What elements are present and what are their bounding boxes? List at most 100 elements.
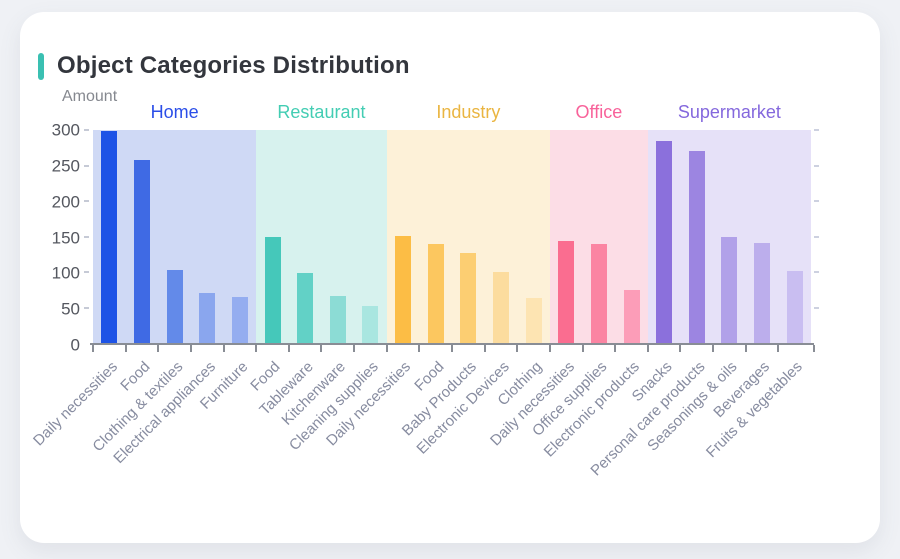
- bar-clothing[interactable]: [525, 298, 542, 343]
- y-tick-label: 100: [51, 263, 80, 283]
- x-slot: Tableware: [256, 345, 322, 513]
- x-slot: Baby Products: [399, 345, 485, 513]
- x-slot: Furniture: [197, 345, 257, 513]
- x-slot: Seasonings & oils: [644, 345, 746, 513]
- bar-slot: [713, 130, 746, 343]
- bar-slot: [550, 130, 583, 343]
- y-tick-mark: [84, 306, 89, 309]
- x-slot: Office supplies: [529, 345, 616, 513]
- x-group-industry: Daily necessities Food Baby Products Electr…: [323, 345, 550, 513]
- bar-slot: [224, 130, 257, 343]
- group-band-industry: Industry: [386, 103, 550, 343]
- x-tick-mark: [189, 345, 192, 352]
- group-label-supermarket: Supermarket: [677, 102, 781, 122]
- y-axis-title: Amount: [62, 88, 118, 105]
- x-tick-mark: [646, 345, 649, 352]
- card-header: Object Categories Distribution: [38, 50, 880, 82]
- bar-slot: [583, 130, 616, 343]
- bar-food[interactable]: [133, 159, 150, 343]
- bar-electrical-appliances[interactable]: [199, 293, 216, 343]
- x-slot: Beverages: [711, 345, 779, 513]
- bar-food[interactable]: [427, 244, 444, 343]
- y-tick-mark: [84, 235, 89, 238]
- bar-electronic-products[interactable]: [623, 289, 640, 343]
- y-tick-mark: [814, 271, 819, 274]
- x-tick-mark: [157, 345, 160, 352]
- bar-slot: [191, 130, 224, 343]
- x-slot: Electronic Devices: [413, 345, 518, 513]
- plot-area: Home Restaurant Industry Office Supermarket: [84, 103, 819, 345]
- x-slot: Food: [411, 345, 452, 513]
- x-slot: Daily necessities: [30, 345, 126, 513]
- bar-slot: [93, 130, 126, 343]
- bar-seasonings-oils[interactable]: [721, 237, 738, 343]
- x-tick-mark: [124, 345, 127, 352]
- bar-beverages[interactable]: [754, 242, 771, 343]
- bar-food[interactable]: [264, 237, 281, 343]
- bar-tableware[interactable]: [297, 273, 314, 343]
- x-tick-mark: [92, 345, 94, 352]
- bar-slot: [158, 130, 191, 343]
- x-slot: Electrical appliances: [110, 345, 224, 513]
- group-label-industry: Industry: [436, 102, 501, 122]
- y-tick-mark: [84, 164, 89, 167]
- title-accent-bar: [38, 52, 44, 80]
- y-tick-label: 0: [70, 335, 80, 355]
- x-axis: Daily necessities Food Clothing & textiles…: [30, 345, 815, 513]
- bar-slot: [354, 130, 387, 343]
- bar-slot: [256, 130, 289, 343]
- x-tick-mark: [548, 345, 551, 352]
- bar-electronic-devices[interactable]: [492, 272, 509, 343]
- x-group-office: Daily necessities Office supplies Electron…: [487, 345, 648, 513]
- x-slot: Daily necessities: [323, 345, 420, 513]
- group-label-restaurant: Restaurant: [277, 102, 366, 122]
- y-tick-mark: [814, 200, 819, 203]
- bar-daily-necessities[interactable]: [395, 235, 412, 343]
- y-tick-label: 250: [51, 156, 80, 176]
- bar-furniture[interactable]: [231, 296, 248, 343]
- x-tick-mark: [777, 345, 780, 352]
- x-group-supermarket: Snacks Personal care products Seasonings &…: [587, 345, 811, 513]
- x-group-home: Daily necessities Food Clothing & textiles…: [30, 345, 257, 513]
- bar-snacks[interactable]: [656, 140, 673, 343]
- bar-cleaning-supplies[interactable]: [362, 306, 379, 343]
- group-label-home: Home: [150, 102, 199, 122]
- y-tick-label: 300: [51, 120, 80, 140]
- bar-slot: [778, 130, 811, 343]
- bar-slot: [452, 130, 485, 343]
- x-tick-mark: [712, 345, 715, 352]
- x-slot: Daily necessities: [487, 345, 583, 513]
- bar-clothing-textiles[interactable]: [166, 269, 183, 343]
- y-tick-mark: [814, 306, 819, 309]
- x-slot: Electronic products: [541, 345, 648, 513]
- bar-slot: [680, 130, 713, 343]
- bar-office-supplies[interactable]: [590, 244, 607, 343]
- y-axis: 0 50 100 150 200 250 300: [38, 122, 90, 354]
- y-tick-mark: [814, 129, 819, 131]
- bar-slot: [517, 130, 550, 343]
- bar-daily-necessities[interactable]: [101, 131, 118, 343]
- x-slot: Kitchenware: [279, 345, 354, 513]
- bar-kitchenware[interactable]: [329, 296, 346, 343]
- x-tick-mark: [614, 345, 617, 352]
- y-tick-mark: [814, 164, 819, 167]
- x-tick-mark: [353, 345, 356, 352]
- bar-personal-care-products[interactable]: [688, 150, 705, 343]
- bar-slot: [321, 130, 354, 343]
- group-label-office: Office: [575, 102, 623, 122]
- x-tick-mark: [418, 345, 421, 352]
- bar-slot: [387, 130, 420, 343]
- group-band-restaurant: Restaurant: [256, 103, 387, 343]
- x-tick-mark: [255, 345, 258, 352]
- bar-baby-products[interactable]: [460, 252, 477, 343]
- chart-card: Object Categories Distribution Amount 0 5…: [20, 12, 880, 543]
- x-slot: Personal care products: [587, 345, 713, 513]
- x-slot: Cleaning supplies: [286, 345, 387, 513]
- x-tick-mark: [813, 345, 815, 352]
- x-tick-mark: [385, 345, 388, 352]
- y-tick-mark: [84, 271, 89, 274]
- bar-fruits-vegetables[interactable]: [786, 270, 803, 343]
- bar-daily-necessities[interactable]: [558, 241, 575, 343]
- y-tick-mark: [814, 235, 819, 238]
- x-slot: Snacks: [629, 345, 681, 513]
